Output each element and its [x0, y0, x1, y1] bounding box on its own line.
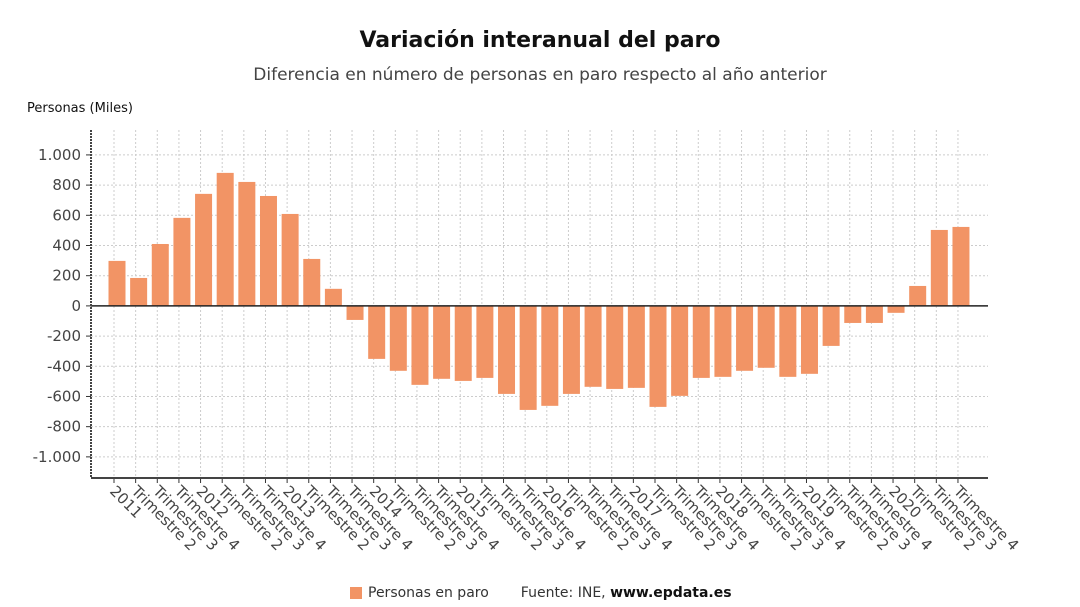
- bar: [909, 285, 927, 306]
- bar: [303, 258, 321, 306]
- bar: [692, 305, 710, 378]
- bar: [173, 217, 191, 306]
- bar: [476, 305, 494, 378]
- bar: [238, 181, 256, 306]
- bar: [606, 305, 624, 389]
- legend-swatch: [350, 587, 362, 599]
- legend-label: Personas en paro: [368, 585, 489, 601]
- bar: [411, 305, 429, 385]
- y-tick-label: 0: [71, 297, 81, 315]
- source-prefix: Fuente: INE,: [520, 585, 611, 601]
- bar: [844, 305, 862, 323]
- legend: Personas en paro Fuente: INE, www.epdata…: [350, 585, 732, 601]
- y-tick-label: 400: [52, 236, 81, 254]
- bar: [562, 305, 580, 394]
- bar: [346, 305, 364, 320]
- y-tick-label: -400: [47, 357, 81, 375]
- bar: [584, 305, 602, 387]
- bar: [952, 226, 970, 306]
- y-tick-label: 800: [52, 176, 81, 194]
- bar: [627, 305, 645, 388]
- bar: [757, 305, 775, 368]
- bar: [887, 305, 905, 313]
- bar: [498, 305, 516, 394]
- bar: [324, 288, 342, 306]
- chart-title: Variación interanual del paro: [359, 28, 721, 53]
- bar: [779, 305, 797, 377]
- y-tick-label: 200: [52, 267, 81, 285]
- bar: [541, 305, 559, 406]
- bar: [649, 305, 667, 407]
- chart-subtitle: Diferencia en número de personas en paro…: [253, 65, 827, 85]
- bar: [281, 213, 299, 306]
- bar: [368, 305, 386, 359]
- y-tick-label: -600: [47, 387, 81, 405]
- bar: [433, 305, 451, 379]
- source-site: www.epdata.es: [610, 585, 732, 601]
- bar: [930, 229, 948, 306]
- bar: [714, 305, 732, 377]
- bar: [800, 305, 818, 374]
- y-tick-label: 1.000: [38, 146, 81, 164]
- bar: [216, 172, 234, 306]
- source-note: Fuente: INE, www.epdata.es: [521, 585, 732, 601]
- bar: [151, 243, 169, 306]
- bar: [108, 260, 126, 306]
- bar: [519, 305, 537, 410]
- bar: [736, 305, 754, 371]
- y-tick-label: -200: [47, 327, 81, 345]
- bar: [822, 305, 840, 346]
- bar: [865, 305, 883, 323]
- bar: [389, 305, 407, 371]
- y-tick-label: 600: [52, 206, 81, 224]
- bar: [259, 195, 277, 306]
- y-axis-label: Personas (Miles): [27, 101, 133, 116]
- y-tick-label: -1.000: [33, 448, 81, 466]
- bar: [195, 193, 213, 306]
- bar: [130, 277, 148, 306]
- bar: [454, 305, 472, 381]
- y-tick-label: -800: [47, 418, 81, 436]
- bar: [671, 305, 689, 396]
